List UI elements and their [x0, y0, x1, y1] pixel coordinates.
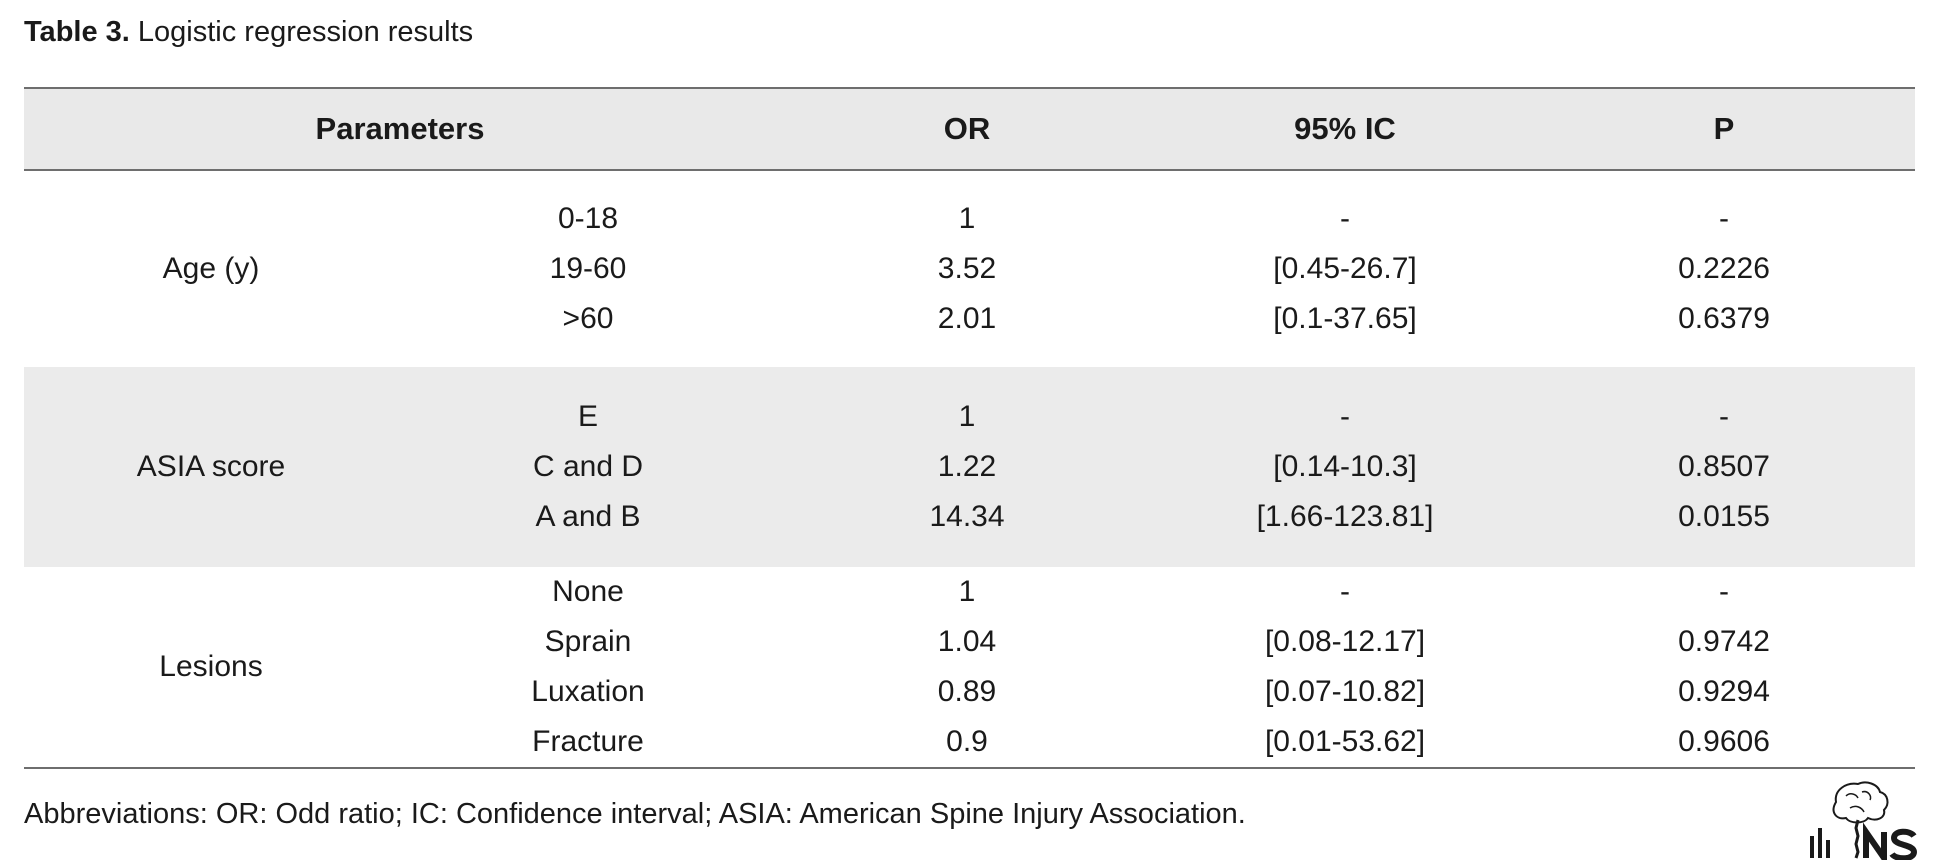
category-cell: Fracture — [532, 725, 644, 758]
group-label: ASIA score — [136, 450, 286, 483]
abbreviations-footnote: Abbreviations: OR: Odd ratio; IC: Confid… — [24, 798, 1246, 830]
ci-cell: - — [1340, 202, 1350, 235]
p-cell: 0.9294 — [1678, 675, 1770, 708]
table-row: 0-18 1 - - — [24, 194, 1915, 244]
results-table: Parameters OR 95% IC P Age (y) 0-18 1 - … — [24, 87, 1915, 769]
table-row: E 1 - - — [24, 392, 1915, 442]
category-cell: Luxation — [531, 675, 645, 708]
ci-cell: [0.45-26.7] — [1273, 252, 1417, 285]
ci-cell: - — [1340, 400, 1350, 433]
table-row: Fracture 0.9 [0.01-53.62] 0.9606 — [24, 717, 1915, 767]
table-row: >60 2.01 [0.1-37.65] 0.6379 — [24, 294, 1915, 344]
or-cell: 0.9 — [946, 725, 988, 758]
p-cell: 0.6379 — [1678, 302, 1770, 335]
p-cell: 0.9606 — [1678, 725, 1770, 758]
p-cell: 0.8507 — [1678, 450, 1770, 483]
or-cell: 2.01 — [937, 302, 997, 335]
category-cell: 0-18 — [557, 202, 619, 235]
ci-cell: [0.1-37.65] — [1273, 302, 1417, 335]
table-row: Sprain 1.04 [0.08-12.17] 0.9742 — [24, 617, 1915, 667]
table-row: None 1 - - — [24, 567, 1915, 617]
table-row: Luxation 0.89 [0.07-10.82] 0.9294 — [24, 667, 1915, 717]
group-age: Age (y) 0-18 1 - - 19-60 3.52 [0.45-26.7… — [24, 171, 1915, 367]
table-bottom-rule — [24, 767, 1915, 769]
or-cell: 1 — [958, 400, 976, 433]
caption-text: Logistic regression results — [137, 16, 474, 48]
p-cell: 0.9742 — [1678, 625, 1770, 658]
p-cell: 0.2226 — [1678, 252, 1770, 285]
or-cell: 3.52 — [937, 252, 997, 285]
group-label: Lesions — [159, 650, 263, 683]
or-cell: 0.89 — [937, 675, 997, 708]
category-cell: 19-60 — [549, 252, 627, 285]
p-cell: 0.0155 — [1678, 500, 1770, 533]
or-cell: 1 — [958, 575, 976, 608]
ci-cell: [0.07-10.82] — [1264, 675, 1426, 708]
group-lesions: Lesions None 1 - - Sprain 1.04 [0.08-12.… — [24, 567, 1915, 767]
p-cell: - — [1719, 575, 1729, 608]
ci-cell: [0.08-12.17] — [1264, 625, 1426, 658]
table-row: A and B 14.34 [1.66-123.81] 0.0155 — [24, 492, 1915, 542]
p-cell: - — [1719, 400, 1729, 433]
category-cell: C and D — [532, 450, 644, 483]
or-cell: 1.22 — [937, 450, 997, 483]
ci-cell: [0.14-10.3] — [1273, 450, 1417, 483]
table-row: 19-60 3.52 [0.45-26.7] 0.2226 — [24, 244, 1915, 294]
ci-cell: [0.01-53.62] — [1264, 725, 1426, 758]
header-p: P — [1713, 111, 1735, 146]
or-cell: 1.04 — [937, 625, 997, 658]
or-cell: 14.34 — [929, 500, 1005, 533]
table-header: Parameters OR 95% IC P — [24, 89, 1915, 171]
table-row: C and D 1.22 [0.14-10.3] 0.8507 — [24, 442, 1915, 492]
table-caption: Table 3. Logistic regression results — [24, 12, 473, 52]
table-top-rule — [24, 87, 1915, 89]
ci-cell: - — [1340, 575, 1350, 608]
group-label: Age (y) — [162, 252, 260, 285]
ci-cell: [1.66-123.81] — [1256, 500, 1434, 533]
p-cell: - — [1719, 202, 1729, 235]
journal-logo-icon — [1806, 778, 1918, 865]
or-cell: 1 — [958, 202, 976, 235]
category-cell: A and B — [535, 500, 641, 533]
category-cell: Sprain — [544, 625, 632, 658]
category-cell: >60 — [562, 302, 614, 335]
category-cell: None — [552, 575, 624, 608]
header-or: OR — [943, 111, 991, 146]
group-asia-score: ASIA score E 1 - - C and D 1.22 [0.14-10… — [24, 367, 1915, 567]
header-parameters: Parameters — [315, 111, 485, 146]
category-cell: E — [577, 400, 599, 433]
header-ci: 95% IC — [1294, 111, 1396, 146]
caption-label: Table 3. — [24, 16, 130, 48]
